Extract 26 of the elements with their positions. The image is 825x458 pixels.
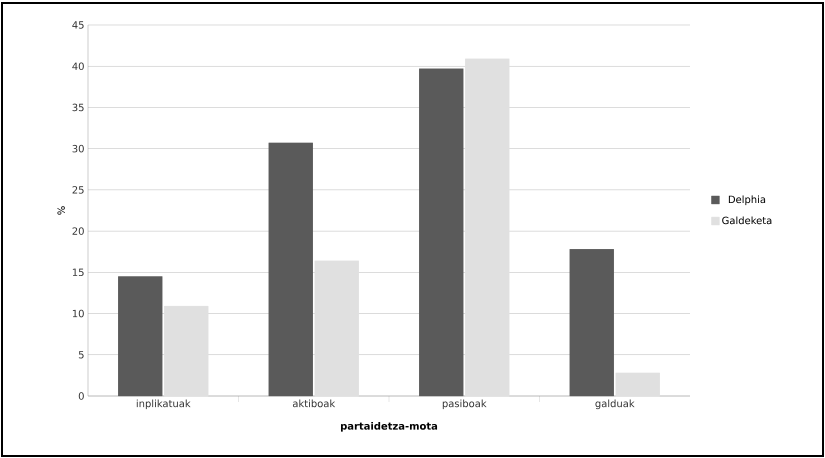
x-tick-label: galduak	[595, 400, 635, 410]
y-tick-label: 35	[72, 104, 84, 112]
y-tick-label: 25	[72, 186, 84, 194]
bar	[314, 260, 359, 396]
y-tick-label: 45	[72, 21, 84, 29]
bar	[616, 372, 660, 396]
bar	[419, 68, 464, 396]
y-tick-label: 30	[72, 144, 84, 152]
y-axis-title: %	[57, 206, 65, 215]
x-tick-label: inplikatuak	[136, 400, 191, 410]
y-tick-label: 20	[72, 227, 84, 235]
legend-label: Galdeketa	[722, 216, 772, 224]
bar	[570, 249, 614, 396]
y-tick-label: 40	[72, 62, 84, 70]
bar	[164, 306, 208, 396]
y-tick-label: 15	[72, 268, 84, 276]
legend-label: Delphia	[728, 195, 766, 206]
y-tick-label: 5	[78, 351, 84, 358]
x-axis-title: partaidetza-mota	[341, 422, 438, 432]
y-tick-label: 10	[72, 310, 84, 318]
bar	[268, 142, 313, 396]
x-tick-label: pasiboak	[442, 400, 487, 410]
x-tick-label: aktiboak	[292, 400, 336, 408]
y-tick-label: 0	[78, 392, 84, 400]
bar	[118, 276, 162, 396]
bar	[465, 58, 510, 396]
